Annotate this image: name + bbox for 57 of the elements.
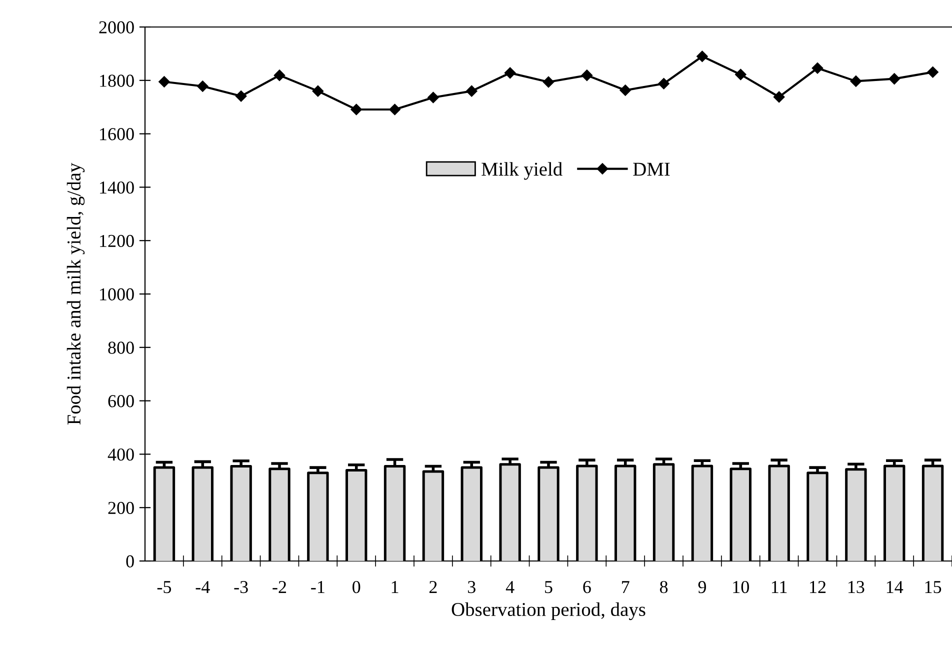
y-tick-label: 800 <box>108 342 134 354</box>
point <box>658 78 670 90</box>
y-tick-label: 400 <box>108 448 134 461</box>
y-tick-label: 0 <box>126 555 134 568</box>
y-tick-label: 2000 <box>99 21 134 34</box>
y-tick-label: 1400 <box>100 181 134 194</box>
point <box>850 76 862 87</box>
point <box>235 90 247 102</box>
point <box>927 66 938 78</box>
point <box>812 62 824 74</box>
point <box>542 76 554 88</box>
point <box>773 91 785 103</box>
x-tick-label: 3 <box>468 581 476 594</box>
x-tick-label: 11 <box>772 581 787 593</box>
x-tick-label: 15 <box>925 581 942 594</box>
point <box>350 104 362 116</box>
point <box>888 73 900 84</box>
y-tick-label: 200 <box>108 502 134 514</box>
x-tick-label: 8 <box>660 580 668 594</box>
x-tick-label: 4 <box>506 581 514 593</box>
x-axis-title: Observation period, days <box>452 602 646 620</box>
y-tick-label: 1800 <box>100 74 134 87</box>
x-tick-label: -3 <box>234 581 248 594</box>
point <box>428 92 439 104</box>
point <box>696 50 708 62</box>
x-tick-label: 5 <box>545 581 552 594</box>
point <box>312 85 324 97</box>
legend-label: DMI <box>633 162 670 176</box>
x-tick-label: 0 <box>352 580 360 594</box>
x-tick-label: -5 <box>157 581 172 594</box>
y-tick-label: 1200 <box>100 234 134 248</box>
y-tick-label: 1000 <box>100 288 134 300</box>
x-tick-label: 12 <box>810 581 826 593</box>
point <box>620 84 631 96</box>
x-tick-label: 6 <box>583 581 591 594</box>
point <box>581 70 593 81</box>
point <box>466 85 478 97</box>
x-tick-label: -4 <box>196 581 210 593</box>
y-tick-label: 600 <box>108 395 134 408</box>
x-tick-label: 10 <box>733 580 749 594</box>
x-tick-label: 14 <box>886 581 904 593</box>
point <box>158 76 170 88</box>
x-tick-label: 13 <box>848 581 864 594</box>
point <box>735 68 746 80</box>
point <box>274 70 286 81</box>
point <box>197 80 208 92</box>
x-tick-label: 2 <box>429 581 437 593</box>
x-tick-label: -1 <box>311 581 324 593</box>
x-tick-label: -2 <box>272 581 286 593</box>
legend-label: Milk yield <box>482 162 562 180</box>
point <box>504 67 516 79</box>
x-tick-label: 9 <box>698 581 706 594</box>
x-tick-label: 1 <box>392 581 398 593</box>
y-tick-label: 1600 <box>100 128 134 140</box>
y-axis-title: Food intake and milk yield, g/day <box>66 162 85 425</box>
point <box>389 104 400 116</box>
x-tick-label: 7 <box>622 581 630 593</box>
